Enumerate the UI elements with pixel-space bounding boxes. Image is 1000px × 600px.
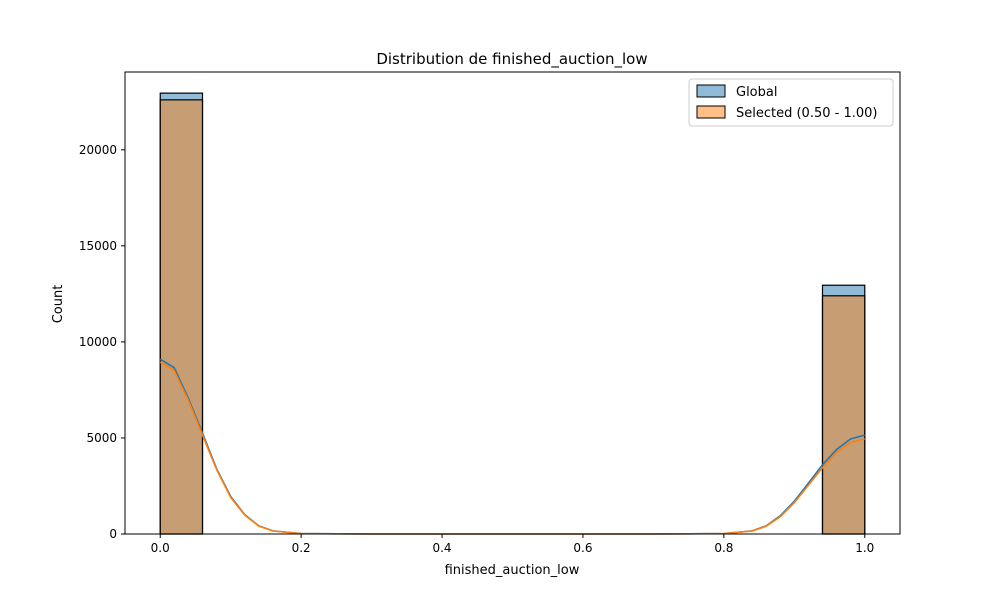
histogram-bar-selected-1 — [821, 295, 866, 535]
legend-swatch-global — [696, 84, 726, 98]
legend-swatch-selected — [696, 105, 726, 119]
y-axis: 0 5000 10000 15000 20000 — [79, 143, 125, 541]
plot-area-frame — [124, 71, 901, 535]
x-tick-label: 1.0 — [855, 541, 874, 555]
legend-frame — [688, 78, 894, 127]
x-tick-label: 0.2 — [292, 541, 311, 555]
bars-layer — [159, 92, 866, 535]
y-tick-label: 5000 — [86, 431, 117, 445]
legend: Global Selected (0.50 - 1.00) — [688, 78, 894, 127]
y-tick-label: 0 — [109, 527, 117, 541]
legend-label-global: Global — [736, 85, 777, 100]
y-tick-label: 20000 — [79, 143, 117, 157]
x-tick-label: 0.0 — [151, 541, 170, 555]
x-axis-label: finished_auction_low — [445, 563, 580, 578]
y-tick-label: 15000 — [79, 239, 117, 253]
y-axis-label: Count — [51, 285, 66, 324]
x-tick-label: 0.8 — [714, 541, 733, 555]
histogram-bar-selected-0 — [159, 99, 204, 535]
legend-label-selected: Selected (0.50 - 1.00) — [736, 106, 877, 121]
chart-title: Distribution de finished_auction_low — [376, 50, 647, 69]
y-tick-label: 10000 — [79, 335, 117, 349]
x-tick-label: 0.6 — [573, 541, 592, 555]
x-axis: 0.0 0.2 0.4 0.6 0.8 1.0 — [151, 534, 874, 555]
x-tick-label: 0.4 — [432, 541, 451, 555]
